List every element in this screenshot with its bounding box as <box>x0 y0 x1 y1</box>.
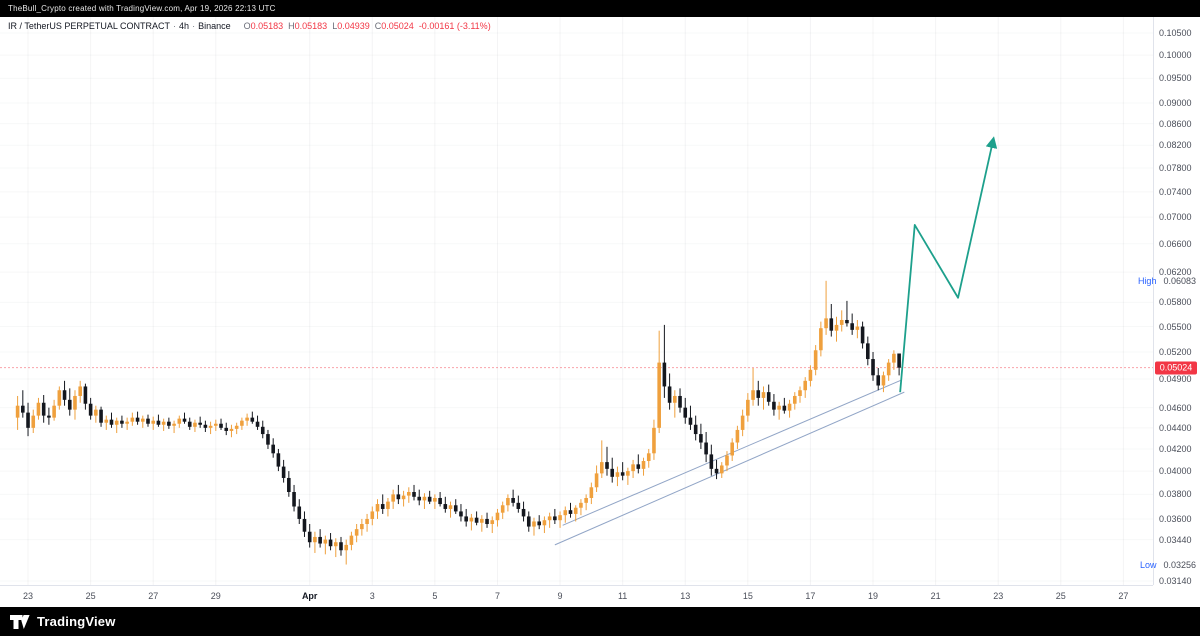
legend-interval: 4h <box>179 21 190 31</box>
time-tick-label: 5 <box>432 591 438 601</box>
change-value: -0.00161 (-3.11%) <box>418 21 491 31</box>
legend-exchange: Binance <box>198 21 231 31</box>
price-tick-label: 0.10000 <box>1159 50 1192 61</box>
period-high-value: 0.06083 <box>1163 275 1196 286</box>
price-tick-label: 0.07000 <box>1159 212 1192 223</box>
time-tick-label: 29 <box>210 591 221 601</box>
time-tick-label: 19 <box>868 591 879 601</box>
price-tick-label: 0.04200 <box>1159 443 1192 454</box>
legend-ohlc: O0.05183 H0.05183 L0.04939 C0.05024 -0.00161… <box>239 21 491 31</box>
legend-separator: · <box>173 21 177 31</box>
footer-bar: TradingView <box>0 607 1200 636</box>
price-tick-label: 0.06200 <box>1159 267 1192 278</box>
time-tick-label: 23 <box>993 591 1004 601</box>
period-high-label: High <box>1137 275 1157 286</box>
price-tick-label: 0.03140 <box>1159 576 1192 586</box>
price-tick-label: 0.04900 <box>1159 373 1192 384</box>
time-tick-label: 15 <box>742 591 753 601</box>
price-tick-label: 0.09500 <box>1159 73 1192 84</box>
price-chart-canvas[interactable] <box>0 17 1153 585</box>
time-tick-label: 7 <box>494 591 500 601</box>
time-tick-label: 27 <box>148 591 159 601</box>
price-axis[interactable]: 0.10500 0.10000 0.09500 0.09000 0.08600 0.082… <box>1153 17 1200 586</box>
price-tick-label: 0.03600 <box>1159 513 1192 524</box>
low-label: L <box>332 21 338 31</box>
time-tick-label: 11 <box>617 591 628 601</box>
open-label: O <box>243 21 251 31</box>
price-tick-label: 0.06600 <box>1159 238 1192 249</box>
period-low-label: Low <box>1139 559 1157 570</box>
time-tick-label: 17 <box>805 591 816 601</box>
price-tick-label: 0.10500 <box>1159 28 1192 38</box>
period-low-value: 0.03256 <box>1163 559 1196 570</box>
high-label: H <box>288 21 295 31</box>
time-tick-label: 3 <box>369 591 375 601</box>
price-tick-label: 0.07800 <box>1159 162 1192 173</box>
symbol-legend: IR / TetherUS PERPETUAL CONTRACT · 4h · Bina… <box>8 21 491 31</box>
tradingview-logo-icon <box>10 614 30 629</box>
time-tick-label: 25 <box>1055 591 1066 601</box>
time-tick-label: 27 <box>1118 591 1129 601</box>
time-tick-label: 9 <box>557 591 563 601</box>
price-tick-label: 0.05800 <box>1159 297 1192 308</box>
price-tick-label: 0.03800 <box>1159 489 1192 500</box>
legend-separator: · <box>192 21 196 31</box>
price-tick-label: 0.08600 <box>1159 118 1192 129</box>
period-low-readout: Low 0.03256 <box>1140 560 1196 570</box>
attribution-text: TheBull_Crypto created with TradingView.… <box>8 4 276 13</box>
price-tick-label: 0.05500 <box>1159 321 1192 332</box>
price-tick-label: 0.03440 <box>1159 534 1192 545</box>
time-tick-label: 13 <box>680 591 691 601</box>
open-value: 0.05183 <box>250 21 284 31</box>
price-tick-label: 0.04600 <box>1159 402 1192 413</box>
legend-symbol: IR / TetherUS PERPETUAL CONTRACT <box>8 21 171 31</box>
last-price-badge: 0.05024 <box>1155 361 1197 375</box>
price-tick-label: 0.05200 <box>1159 347 1192 357</box>
attribution-bar: TheBull_Crypto created with TradingView.… <box>0 0 1200 17</box>
close-value: 0.05024 <box>381 21 414 31</box>
time-axis[interactable]: 23 25 27 29 Apr 3 5 7 9 11 13 15 17 19 21 23 25 27 <box>0 585 1153 608</box>
price-tick-label: 0.04400 <box>1159 422 1192 433</box>
time-tick-label: 21 <box>930 591 941 601</box>
time-tick-label: 23 <box>23 591 34 601</box>
time-tick-label: Apr <box>301 591 318 601</box>
price-tick-label: 0.08200 <box>1159 140 1192 151</box>
price-tick-label: 0.07400 <box>1159 186 1192 197</box>
chart-area[interactable]: IR / TetherUS PERPETUAL CONTRACT · 4h · Bina… <box>0 17 1200 608</box>
tradingview-brand: TradingView <box>37 614 116 629</box>
price-tick-label: 0.04000 <box>1159 466 1192 477</box>
price-tick-label: 0.09000 <box>1159 97 1192 108</box>
high-value: 0.05183 <box>294 21 328 31</box>
time-tick-label: 25 <box>85 591 96 601</box>
low-value: 0.04939 <box>337 21 370 31</box>
period-high-readout: High 0.06083 <box>1138 276 1196 286</box>
close-label: C <box>374 21 382 31</box>
